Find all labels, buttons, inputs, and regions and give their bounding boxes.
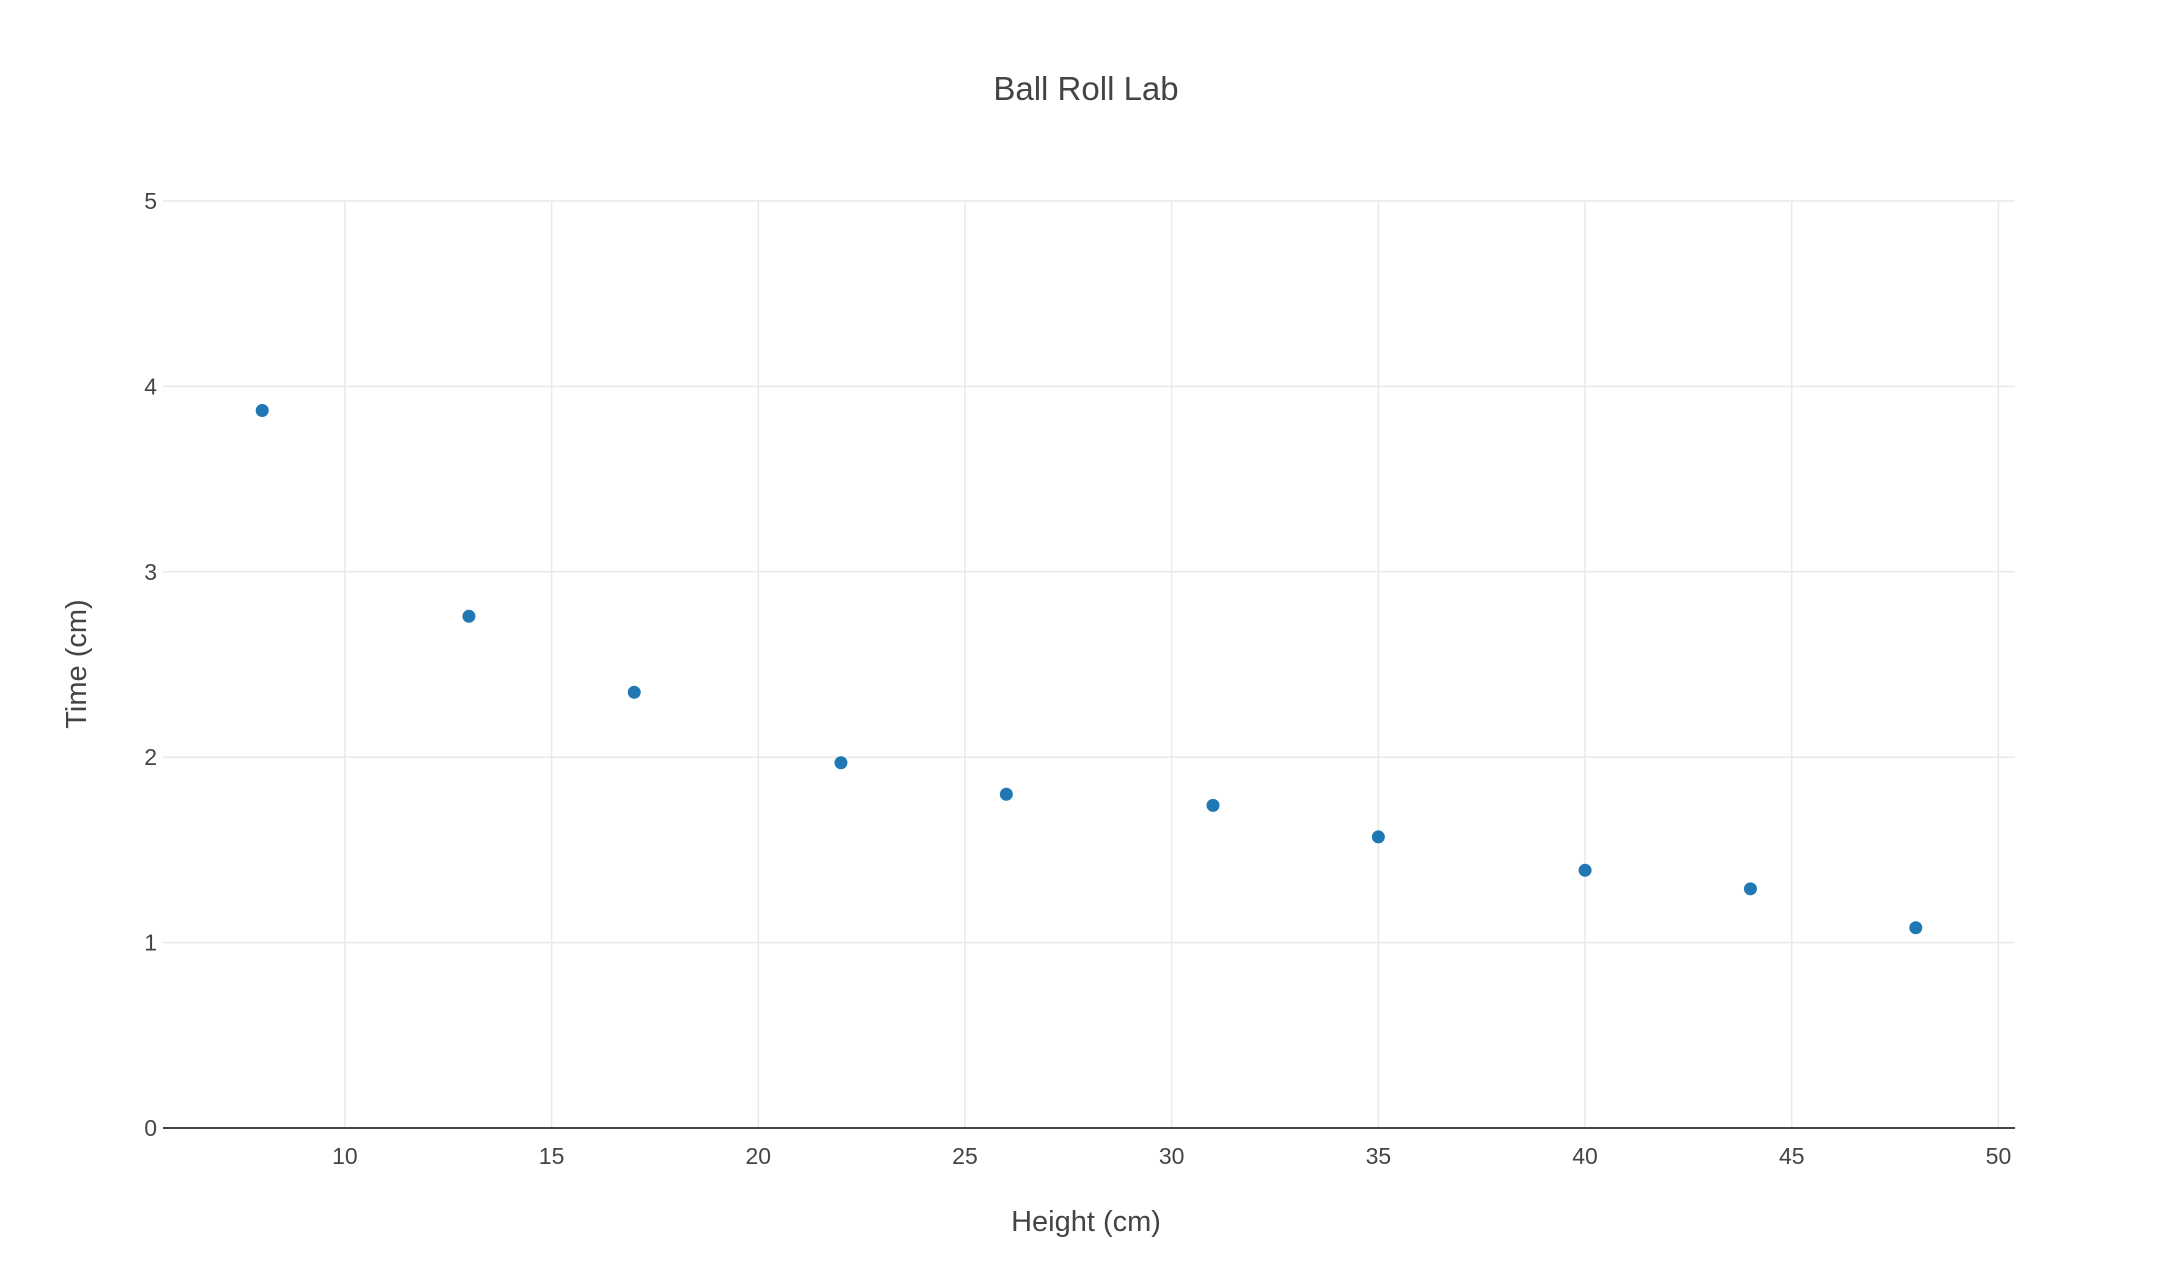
x-tick-label: 10 [332, 1143, 358, 1169]
x-tick-labels: 10 15 20 25 30 35 40 45 50 [332, 1143, 2011, 1169]
y-tick-label: 1 [144, 930, 157, 956]
data-point[interactable] [1578, 863, 1592, 877]
data-point[interactable] [834, 756, 848, 770]
x-tick-label: 20 [745, 1143, 771, 1169]
x-tick-label: 30 [1159, 1143, 1185, 1169]
x-tick-label: 45 [1779, 1143, 1805, 1169]
x-axis-label: Height (cm) [1011, 1206, 1161, 1238]
x-tick-label: 25 [952, 1143, 978, 1169]
y-axis-label: Time (cm) [61, 599, 93, 728]
x-tick-label: 50 [1986, 1143, 2012, 1169]
data-point[interactable] [255, 404, 269, 418]
chart-title: Ball Roll Lab [993, 70, 1178, 107]
data-point[interactable] [1206, 798, 1220, 812]
y-tick-label: 3 [144, 559, 157, 585]
y-tick-label: 4 [144, 373, 157, 399]
grid-lines [163, 200, 2015, 1128]
y-tick-label: 5 [144, 188, 157, 214]
data-points [255, 404, 1923, 935]
y-tick-label: 0 [144, 1115, 157, 1141]
data-point[interactable] [1743, 882, 1757, 896]
x-tick-label: 40 [1572, 1143, 1598, 1169]
data-point[interactable] [1909, 921, 1923, 935]
x-tick-label: 15 [539, 1143, 565, 1169]
data-point[interactable] [999, 787, 1013, 801]
y-tick-label: 2 [144, 744, 157, 770]
x-tick-label: 35 [1366, 1143, 1392, 1169]
y-tick-labels: 0 1 2 3 4 5 [144, 188, 157, 1141]
data-point[interactable] [462, 609, 476, 623]
data-point[interactable] [1371, 830, 1385, 844]
data-point[interactable] [627, 685, 641, 699]
